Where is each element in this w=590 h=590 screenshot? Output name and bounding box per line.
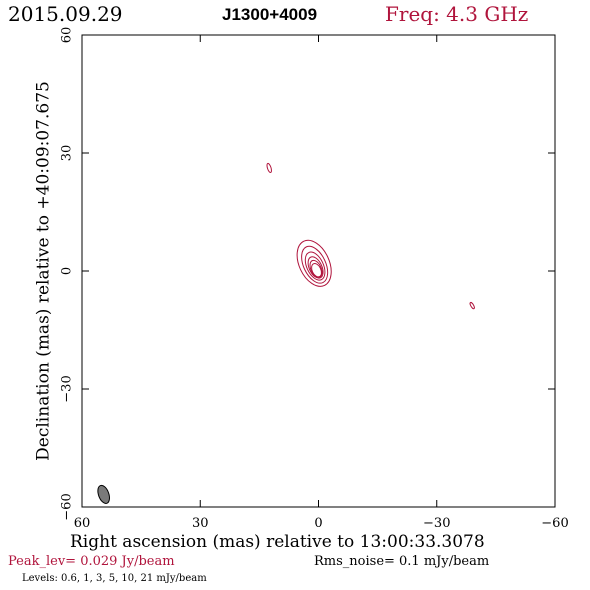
contour-levels: Levels: 0.6, 1, 3, 5, 10, 21 mJy/beam (22, 573, 207, 584)
y-tick-label: 60 (60, 27, 75, 44)
contour-core (309, 259, 323, 278)
rms-noise: Rms_noise= 0.1 mJy/beam (314, 554, 490, 569)
tick-labels: 60 30 0 −30 −60 −60 −30 0 30 60 (60, 27, 569, 531)
plot-frame (81, 34, 556, 508)
x-tick-label: −60 (541, 516, 568, 531)
contour-knot-2 (469, 301, 475, 310)
y-tick-label: −60 (60, 493, 75, 520)
contour-core (304, 251, 326, 281)
contour-core (311, 263, 322, 278)
observation-date: 2015.09.29 (8, 2, 123, 26)
x-tick-label: 30 (192, 516, 209, 531)
beam-ellipse (97, 484, 110, 504)
y-axis-label: Declination (mas) relative to +40:09:07.… (33, 81, 54, 461)
source-name: J1300+4009 (222, 5, 318, 24)
x-tick-label: 0 (314, 516, 322, 531)
contour-core (301, 245, 329, 284)
peak-level: Peak_lev= 0.029 Jy/beam (8, 554, 175, 569)
y-tick-label: 0 (60, 267, 75, 275)
beam-ellipse-group (97, 484, 110, 504)
frequency-label: Freq: 4.3 GHz (385, 2, 529, 26)
y-tick-label: 30 (60, 145, 75, 162)
contour-knot-1 (266, 162, 272, 173)
y-tick-label: −30 (60, 375, 75, 402)
axes (81, 34, 556, 508)
contour-core (307, 256, 324, 279)
contour-core (296, 239, 332, 287)
x-axis-label: Right ascension (mas) relative to 13:00:… (70, 532, 485, 552)
x-tick-label: −30 (423, 516, 450, 531)
contours (266, 162, 475, 310)
x-tick-label: 60 (74, 516, 91, 531)
